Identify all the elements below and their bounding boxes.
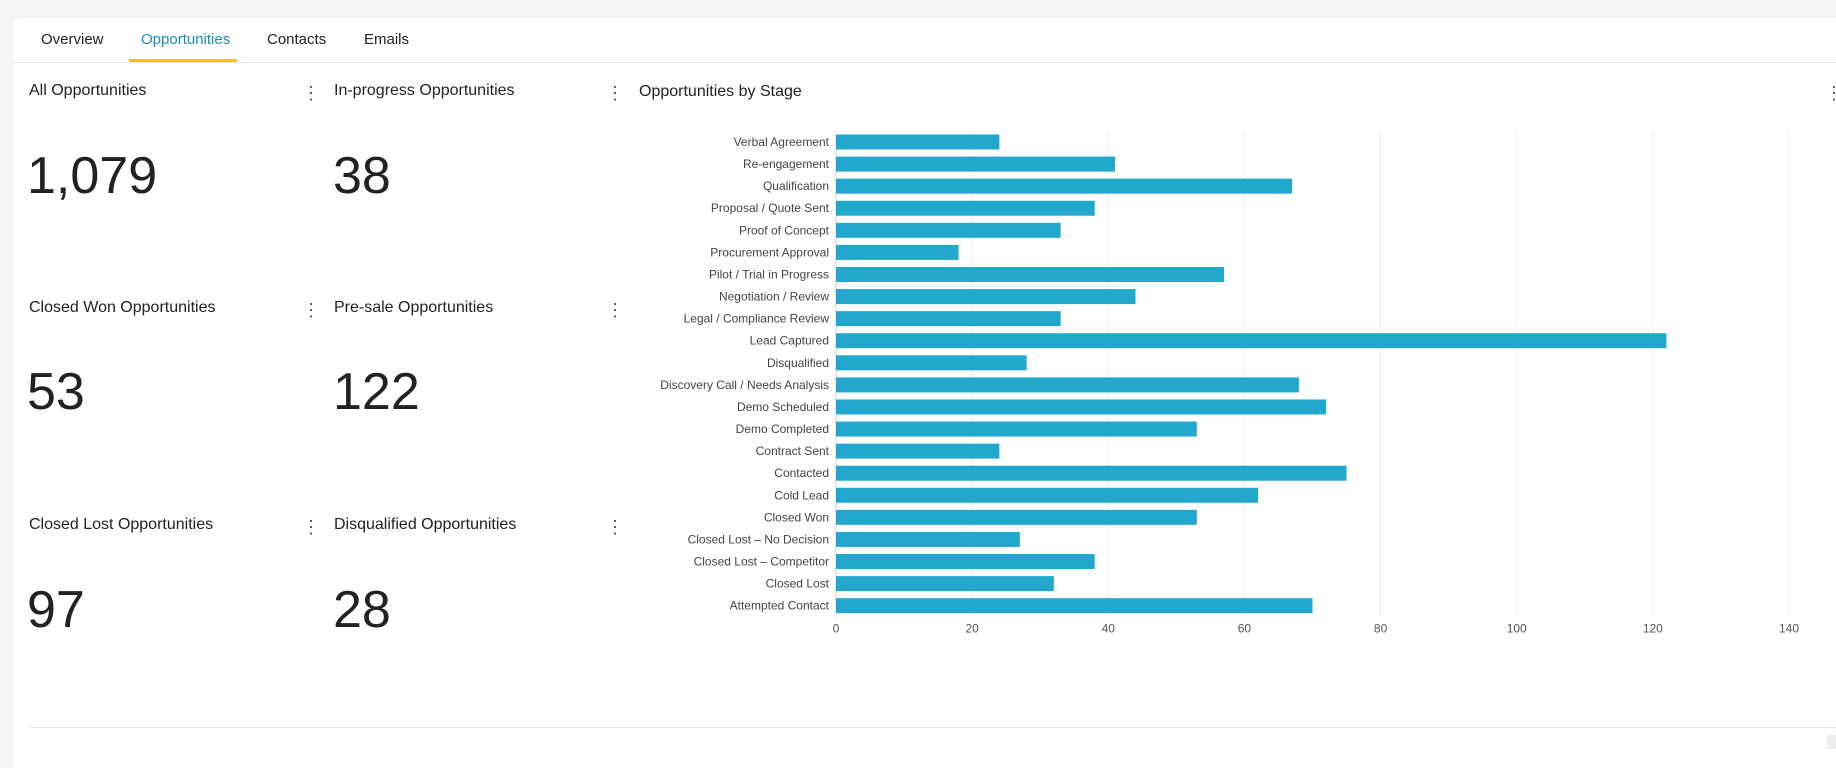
y-category-label: Verbal Agreement [734,135,830,149]
more-options-icon[interactable]: ⋮ [1825,83,1836,103]
y-category-label: Contacted [774,466,829,480]
kpi-title: Closed Won Opportunities [29,299,216,316]
kpi-value: 97 [27,581,85,639]
x-tick-label: 100 [1507,622,1527,636]
y-category-label: Closed Lost [766,577,830,591]
tab-overview[interactable]: Overview [41,31,104,48]
x-tick-label: 120 [1643,622,1663,636]
bar [836,531,1020,547]
bar [836,421,1197,437]
bar [836,311,1061,327]
y-category-label: Re-engagement [743,157,830,171]
kpi-value: 28 [333,581,391,639]
bar [836,443,1000,459]
tab-emails[interactable]: Emails [364,31,410,48]
bar [836,487,1259,503]
x-tick-label: 80 [1374,622,1388,636]
y-category-label: Closed Lost – Competitor [694,555,829,569]
kpi-value: 122 [333,363,420,421]
kpi-title: Disqualified Opportunities [334,516,517,533]
y-category-label: Lead Captured [750,334,829,348]
x-tick-label: 20 [965,622,979,636]
x-tick-label: 140 [1779,622,1799,636]
y-category-label: Demo Completed [736,422,829,436]
x-tick-label: 60 [1238,622,1252,636]
bar [836,266,1225,282]
kpi-value: 38 [333,147,391,205]
y-category-label: Qualification [763,179,829,193]
kpi-title: Pre-sale Opportunities [334,299,494,316]
kpi-title: All Opportunities [29,82,147,99]
y-category-label: Contract Sent [756,444,830,458]
y-category-label: Closed Lost – No Decision [688,532,829,546]
bar [836,200,1095,216]
x-tick-label: 0 [833,622,840,636]
divider [29,727,1836,728]
y-category-label: Discovery Call / Needs Analysis [660,378,829,392]
kpi-value: 1,079 [27,147,158,205]
tab-contacts[interactable]: Contacts [267,31,327,48]
bar [836,509,1197,525]
tab-opportunities[interactable]: Opportunities [141,31,231,48]
y-category-label: Proposal / Quote Sent [711,201,830,215]
bar [836,156,1116,172]
y-category-label: Disqualified [767,356,829,370]
bar [836,554,1095,570]
bar [836,598,1313,614]
opportunities-by-stage-chart: 0 20 40 60 80 100 120 140 Verbal Agreement Re-eng… [660,130,1799,636]
x-tick-label: 40 [1102,622,1116,636]
y-category-label: Cold Lead [774,488,829,502]
bar [836,289,1136,305]
bar [836,399,1327,415]
kpi-value: 53 [27,363,85,421]
bar [836,244,959,260]
bar [836,377,1299,393]
dashboard-card: Overview Opportunities Contacts Emails A… [13,18,1836,768]
bar [836,134,1000,150]
bar [836,465,1347,481]
kpi-title: Closed Lost Opportunities [29,516,214,533]
bar [836,333,1667,349]
bar [836,576,1054,592]
chart-title: Opportunities by Stage [639,83,802,100]
y-category-label: Attempted Contact [730,599,830,613]
y-category-label: Pilot / Trial in Progress [709,267,829,281]
bar [836,355,1027,371]
y-category-label: Proof of Concept [739,223,830,237]
kpi-title: In-progress Opportunities [334,82,515,99]
bar [836,222,1061,238]
y-category-label: Legal / Compliance Review [684,312,830,326]
tab-bar: Overview Opportunities Contacts Emails [13,18,1836,63]
y-category-label: Demo Scheduled [737,400,829,414]
y-category-label: Negotiation / Review [719,290,829,304]
y-category-label: Procurement Approval [710,245,829,259]
bar [836,178,1293,194]
scrollbar-corner[interactable] [1827,735,1836,749]
active-tab-indicator [129,59,237,62]
y-category-label: Closed Won [764,510,829,524]
